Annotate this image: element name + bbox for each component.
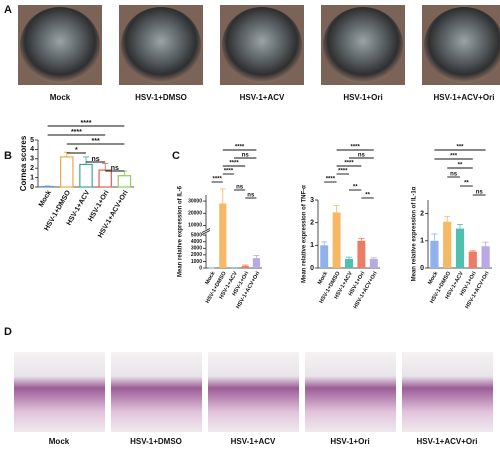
photo-caption: HSV-1+Ori [343, 93, 382, 102]
y-tick-label: 2000 [191, 252, 202, 258]
bar [61, 157, 73, 187]
bar [333, 212, 341, 268]
significance-label: **** [326, 177, 336, 183]
bar [443, 222, 451, 268]
significance-label: ns [92, 156, 100, 163]
significance-label: ** [458, 163, 463, 169]
cornea [222, 7, 302, 83]
photo-caption: HSV-1+Ori [330, 437, 369, 446]
cornea [20, 7, 100, 83]
y-tick-label: 0 [420, 265, 424, 272]
x-tick-label: Mock [427, 270, 440, 286]
significance-label: ** [353, 185, 358, 191]
y-tick-label: 0 [199, 265, 202, 271]
significance-label: **** [213, 177, 223, 183]
significance-label: * [75, 147, 78, 154]
bar [357, 241, 365, 268]
y-tick-label: 1 [310, 242, 314, 249]
bar [482, 246, 490, 268]
photo-caption: HSV-1+ACV+Ori [417, 437, 478, 446]
cornea [121, 7, 201, 83]
x-tick-label: Mock [38, 189, 53, 208]
significance-label: **** [338, 169, 348, 175]
y-tick-label: 2 [310, 220, 314, 227]
y-tick-label: 0 [30, 184, 34, 191]
photo-caption: HSV-1+DMSO [135, 93, 187, 102]
photo-caption: HSV-1+ACV+Ori [434, 93, 495, 102]
histology-photo [402, 352, 493, 432]
significance-label: **** [224, 169, 234, 175]
bar [430, 241, 438, 268]
bar [118, 176, 130, 187]
panel-label: D [4, 326, 12, 338]
bar [242, 266, 249, 268]
bar [469, 252, 477, 268]
histology-photo [305, 352, 396, 432]
y-tick-label: 3 [30, 156, 34, 163]
y-tick-label: 2 [420, 210, 424, 217]
significance-label: ns [236, 185, 244, 191]
histology-photo [14, 352, 105, 432]
histology-photo [111, 352, 202, 432]
y-tick-label: 1000 [191, 259, 202, 265]
bar [253, 258, 260, 268]
bar [219, 204, 226, 268]
photo-caption: HSV-1+ACV [231, 437, 276, 446]
significance-label: **** [229, 161, 239, 167]
panel-label: B [4, 150, 12, 162]
x-tick-label: Mock [317, 270, 330, 286]
bar [370, 259, 378, 268]
y-tick-label: 2 [30, 165, 34, 172]
bar [80, 164, 92, 187]
y-axis-label: Mean relative expression of TNF-α [302, 185, 308, 283]
significance-label: ** [365, 193, 370, 199]
bar [99, 170, 111, 187]
cornea [323, 7, 403, 83]
y-tick-label: 4 [30, 146, 34, 153]
photo-caption: Mock [49, 437, 70, 446]
significance-label: **** [71, 129, 82, 136]
significance-label: **** [344, 161, 354, 167]
photo-caption: HSV-1+ACV [240, 93, 285, 102]
bar [320, 245, 328, 268]
significance-label: **** [351, 145, 361, 151]
photo-caption: HSV-1+DMSO [130, 437, 182, 446]
significance-label: ** [464, 181, 469, 187]
significance-label: ns [247, 193, 255, 199]
y-tick-label: 20000 [188, 211, 202, 217]
significance-label: ns [242, 153, 250, 159]
y-tick-label: 3 [310, 197, 314, 204]
significance-label: ns [450, 172, 458, 178]
y-tick-label: 30000 [188, 198, 202, 204]
y-tick-label: 5000 [191, 232, 202, 238]
significance-label: **** [81, 120, 92, 127]
y-tick-label: 4000 [191, 239, 202, 245]
y-axis-label: Mean relative expression of IL-6 [178, 185, 184, 277]
photo-caption: Mock [50, 93, 71, 102]
bar [345, 259, 353, 268]
y-tick-label: 1 [420, 238, 424, 245]
significance-label: **** [235, 145, 245, 151]
y-tick-label: 3000 [191, 246, 202, 252]
significance-label: *** [456, 145, 464, 151]
significance-label: ns [358, 153, 366, 159]
panel-label: C [172, 150, 180, 162]
bar [456, 229, 464, 268]
significance-label: ns [476, 190, 484, 196]
significance-label: ns [111, 165, 119, 172]
y-tick-label: 5 [30, 137, 34, 144]
panel-label: A [4, 4, 12, 16]
y-tick-label: 1 [30, 174, 34, 181]
significance-label: *** [450, 154, 458, 160]
y-tick-label: 0 [310, 265, 314, 272]
y-tick-label: 10000 [188, 223, 202, 229]
y-axis-label: Cornea scores [19, 135, 28, 191]
y-axis-label: Mean relative expression of IL-1α [412, 186, 418, 281]
significance-label: *** [92, 138, 100, 145]
histology-photo [208, 352, 299, 432]
